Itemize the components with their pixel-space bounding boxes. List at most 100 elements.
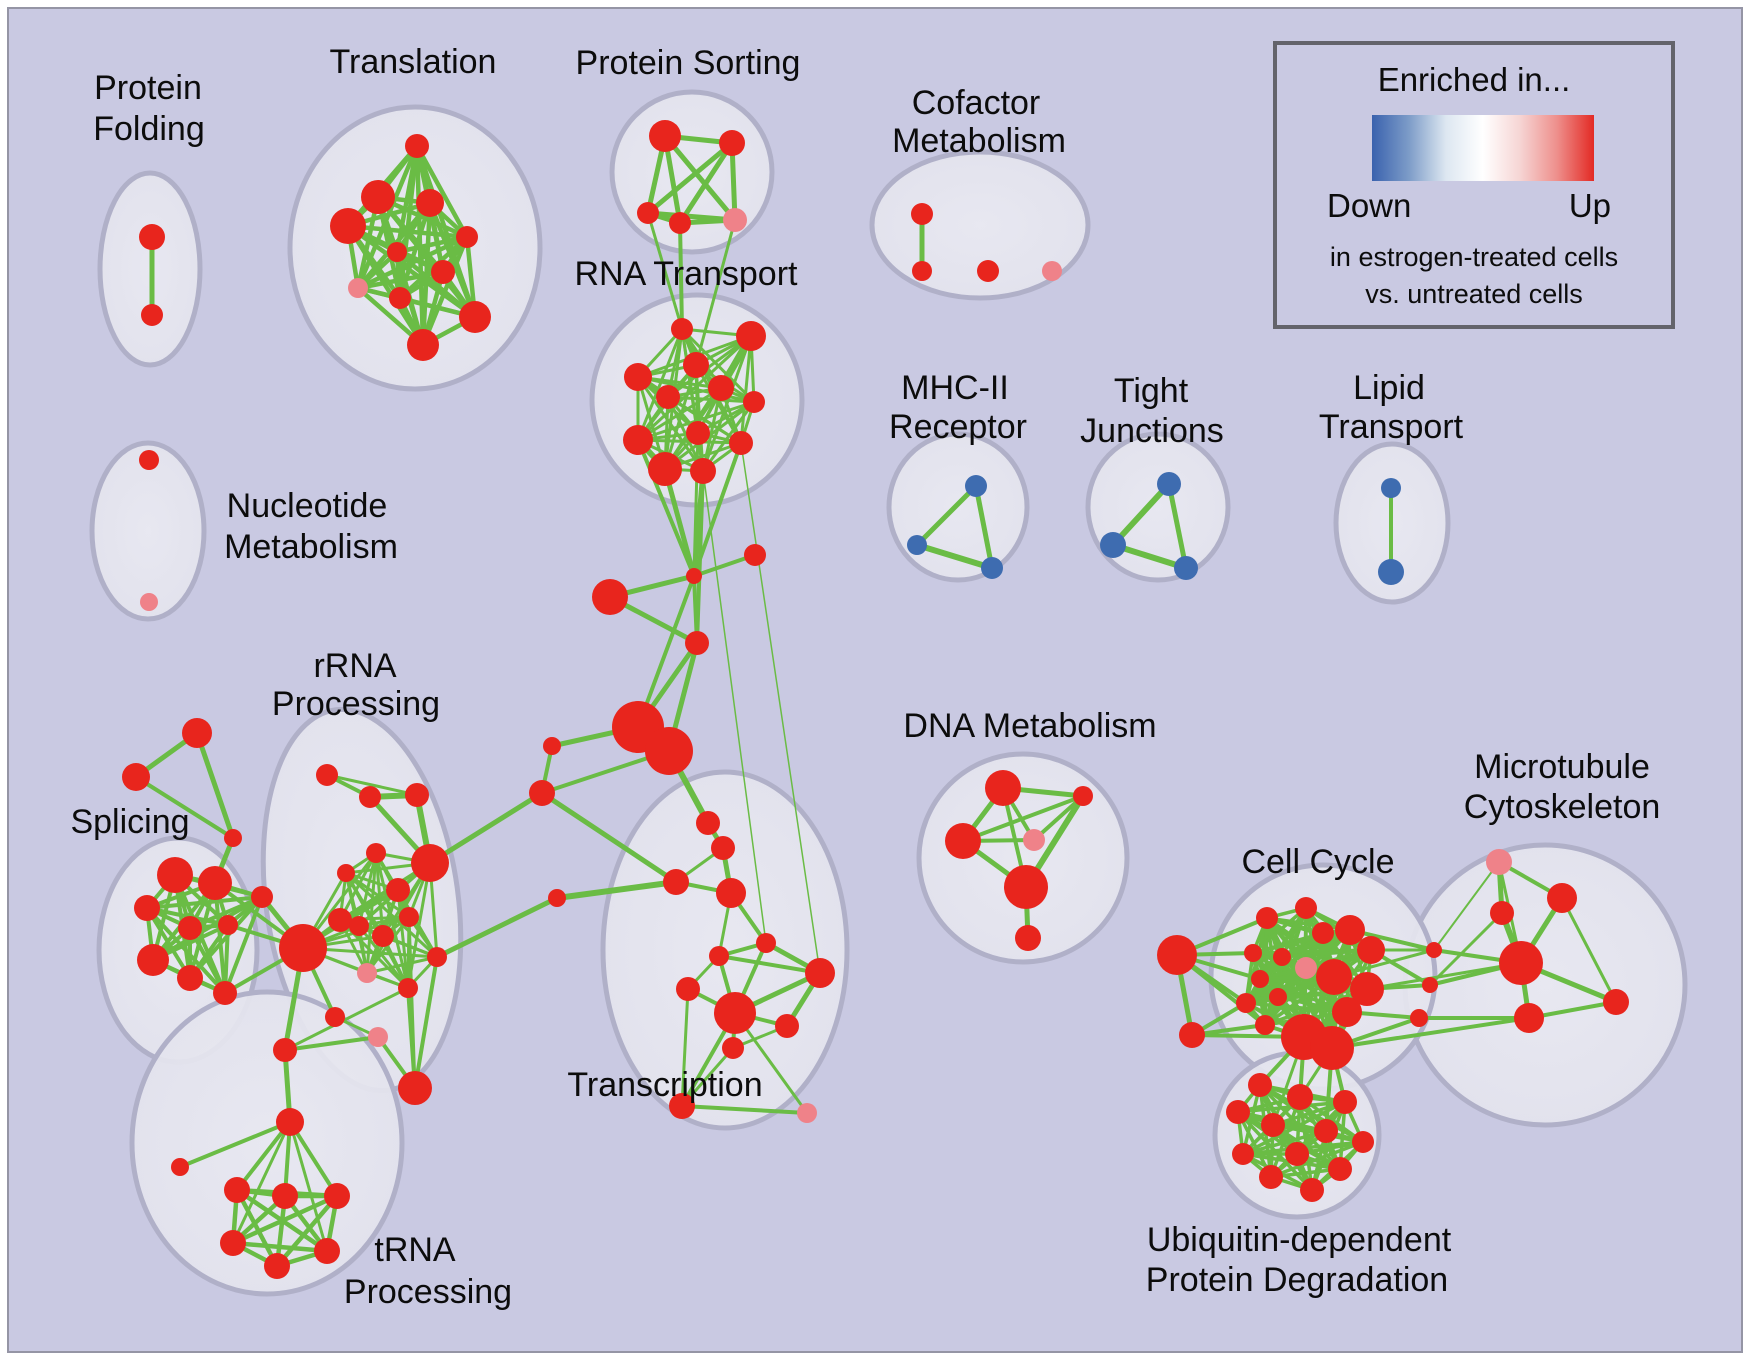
graph-edge — [283, 986, 410, 1052]
graph-edge — [636, 438, 743, 445]
legend-subtitle-line1: in estrogen-treated cells — [1329, 242, 1619, 272]
graph-node-cc7 — [1357, 936, 1385, 964]
cluster-ellipse-cofactor-metabolism — [869, 149, 1091, 301]
graph-edge — [413, 955, 439, 1090]
graph-node-s2 — [198, 866, 232, 900]
cluster-label-rna-transport: RNA Transport — [575, 255, 799, 293]
graph-node-cc5 — [1312, 922, 1334, 944]
graph-node-n2 — [140, 593, 158, 611]
cluster-label-ubiquitin-degradation: Protein Degradation — [1146, 1261, 1448, 1299]
graph-edge — [1560, 896, 1618, 1004]
graph-node-spc — [224, 829, 242, 847]
cluster-label-cofactor-metabolism: Metabolism — [892, 122, 1066, 160]
graph-edge — [288, 1120, 329, 1253]
graph-node-cc3 — [1256, 907, 1278, 929]
graph-edge — [695, 469, 705, 645]
graph-edge — [662, 466, 697, 579]
graph-edge — [701, 400, 756, 473]
graph-node-u7 — [1352, 1131, 1374, 1153]
graph-edge — [274, 1193, 340, 1269]
graph-edge — [230, 1240, 330, 1254]
graph-node-mid2 — [529, 780, 555, 806]
legend-down-label: Down — [1327, 187, 1412, 224]
cluster-label-tight-junctions: Junctions — [1080, 412, 1224, 450]
graph-node-ch2 — [744, 544, 766, 566]
graph-node-cc20 — [1426, 942, 1442, 958]
graph-node-rt7 — [743, 391, 765, 413]
graph-node-mt5 — [1603, 989, 1629, 1015]
graph-edge — [357, 924, 410, 990]
graph-node-r14 — [427, 947, 447, 967]
graph-edge — [914, 542, 995, 571]
graph-node-ps2 — [719, 130, 745, 156]
cluster-label-nucleotide-metabolism: Nucleotide — [227, 487, 388, 525]
graph-node-t7 — [431, 260, 455, 284]
graph-node-d5 — [1004, 865, 1048, 909]
graph-node-cm4 — [1042, 261, 1062, 281]
graph-edge — [914, 483, 979, 548]
graph-edge — [234, 1187, 280, 1269]
graph-edge — [701, 386, 723, 473]
graph-node-cc12 — [1269, 988, 1287, 1006]
graph-node-cc22 — [1410, 1009, 1428, 1027]
graph-edge — [973, 483, 995, 571]
cluster-label-mhc-ii-receptor: MHC-II — [901, 369, 1009, 407]
graph-node-ps5 — [723, 208, 747, 232]
graph-node-rt1 — [671, 318, 693, 340]
cluster-ellipse-nucleotide-metabolism — [89, 440, 207, 622]
graph-node-u2 — [1287, 1084, 1313, 1110]
cluster-label-translation: Translation — [330, 43, 497, 81]
cluster-label-cofactor-metabolism: Cofactor — [912, 84, 1041, 122]
graph-node-h6 — [264, 1253, 290, 1279]
graph-edge — [231, 1120, 292, 1245]
graph-node-rt3 — [683, 352, 709, 378]
graph-edge — [636, 375, 756, 404]
graph-node-j2 — [1100, 532, 1126, 558]
graph-edge — [636, 375, 705, 473]
graph-node-cm3 — [977, 260, 999, 282]
cluster-label-trna-processing: Processing — [344, 1273, 512, 1311]
graph-edge — [961, 794, 1085, 843]
graph-node-r1 — [316, 764, 338, 786]
graph-node-rt8 — [686, 421, 710, 445]
graph-edge — [636, 438, 696, 578]
graph-node-c3 — [171, 1158, 189, 1176]
graph-edge — [365, 955, 439, 975]
graph-node-mt4 — [1499, 941, 1543, 985]
graph-edge — [1428, 911, 1504, 987]
graph-node-r10 — [372, 925, 394, 947]
cluster-label-microtubule-cytoskeleton: Microtubule — [1474, 748, 1650, 786]
graph-node-cc4 — [1295, 897, 1317, 919]
graph-edge — [636, 574, 696, 729]
graph-node-cc9 — [1273, 948, 1291, 966]
cluster-label-lipid-transport: Transport — [1319, 408, 1464, 446]
cluster-label-cell-cycle: Cell Cycle — [1241, 843, 1394, 881]
graph-node-ps4 — [669, 212, 691, 234]
graph-node-mt6 — [1514, 1003, 1544, 1033]
graph-node-t5 — [456, 226, 478, 248]
graph-edge — [1241, 1129, 1328, 1156]
graph-node-tr3 — [663, 869, 689, 895]
cluster-label-microtubule-cytoskeleton: Cytoskeleton — [1464, 788, 1661, 826]
graph-edge — [1244, 1001, 1349, 1014]
graph-node-r6 — [386, 878, 410, 902]
node-layer — [122, 120, 1629, 1279]
graph-edge — [145, 906, 227, 995]
graph-node-j3 — [1174, 556, 1198, 580]
graph-node-rt9 — [623, 425, 653, 455]
graph-node-tr10 — [714, 992, 756, 1034]
graph-node-mt1 — [1486, 849, 1512, 875]
graph-node-rt10 — [729, 431, 753, 455]
graph-node-tr2 — [711, 836, 735, 860]
graph-node-tr8 — [805, 958, 835, 988]
graph-node-s1 — [157, 857, 193, 893]
graph-node-tr11 — [775, 1014, 799, 1038]
graph-edge — [338, 851, 378, 922]
graph-node-s5 — [218, 915, 238, 935]
graph-edge — [178, 1120, 292, 1169]
graph-edge — [235, 1120, 292, 1192]
graph-node-h4 — [220, 1230, 246, 1256]
graph-node-l1 — [1381, 478, 1401, 498]
graph-edge — [151, 895, 264, 962]
